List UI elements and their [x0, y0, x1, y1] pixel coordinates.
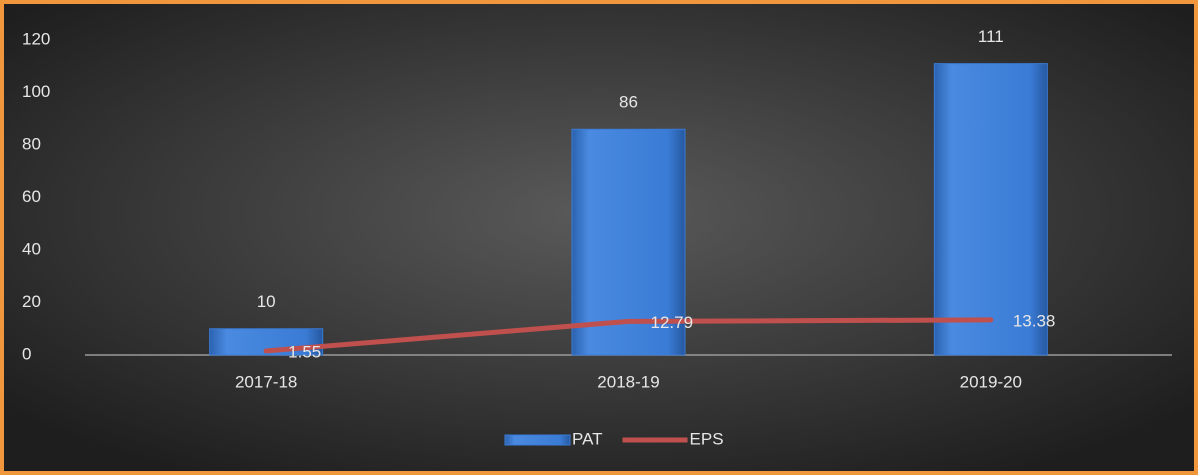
legend-swatch	[504, 434, 571, 446]
y-tick-label: 0	[22, 344, 31, 363]
y-tick-label: 100	[22, 82, 50, 101]
legend-label: EPS	[690, 429, 724, 448]
bar	[571, 128, 686, 356]
line	[263, 317, 994, 354]
legend-label: PAT	[572, 429, 603, 448]
x-tick-label: 2017-18	[235, 372, 297, 391]
y-tick-label: 120	[22, 29, 50, 48]
y-tick-label: 60	[22, 187, 41, 206]
data-label: 12.79	[651, 313, 694, 332]
data-label: 13.38	[1013, 311, 1056, 330]
y-tick-label: 80	[22, 134, 41, 153]
y-tick-label: 20	[22, 292, 41, 311]
bar	[933, 63, 1048, 356]
data-label: 1.55	[288, 342, 321, 361]
y-tick-label: 40	[22, 239, 41, 258]
x-tick-label: 2019-20	[960, 372, 1022, 391]
data-label: 111	[978, 27, 1004, 46]
data-label: 86	[619, 93, 638, 112]
x-tick-label: 2018-19	[597, 372, 659, 391]
data-label: 10	[257, 292, 276, 311]
